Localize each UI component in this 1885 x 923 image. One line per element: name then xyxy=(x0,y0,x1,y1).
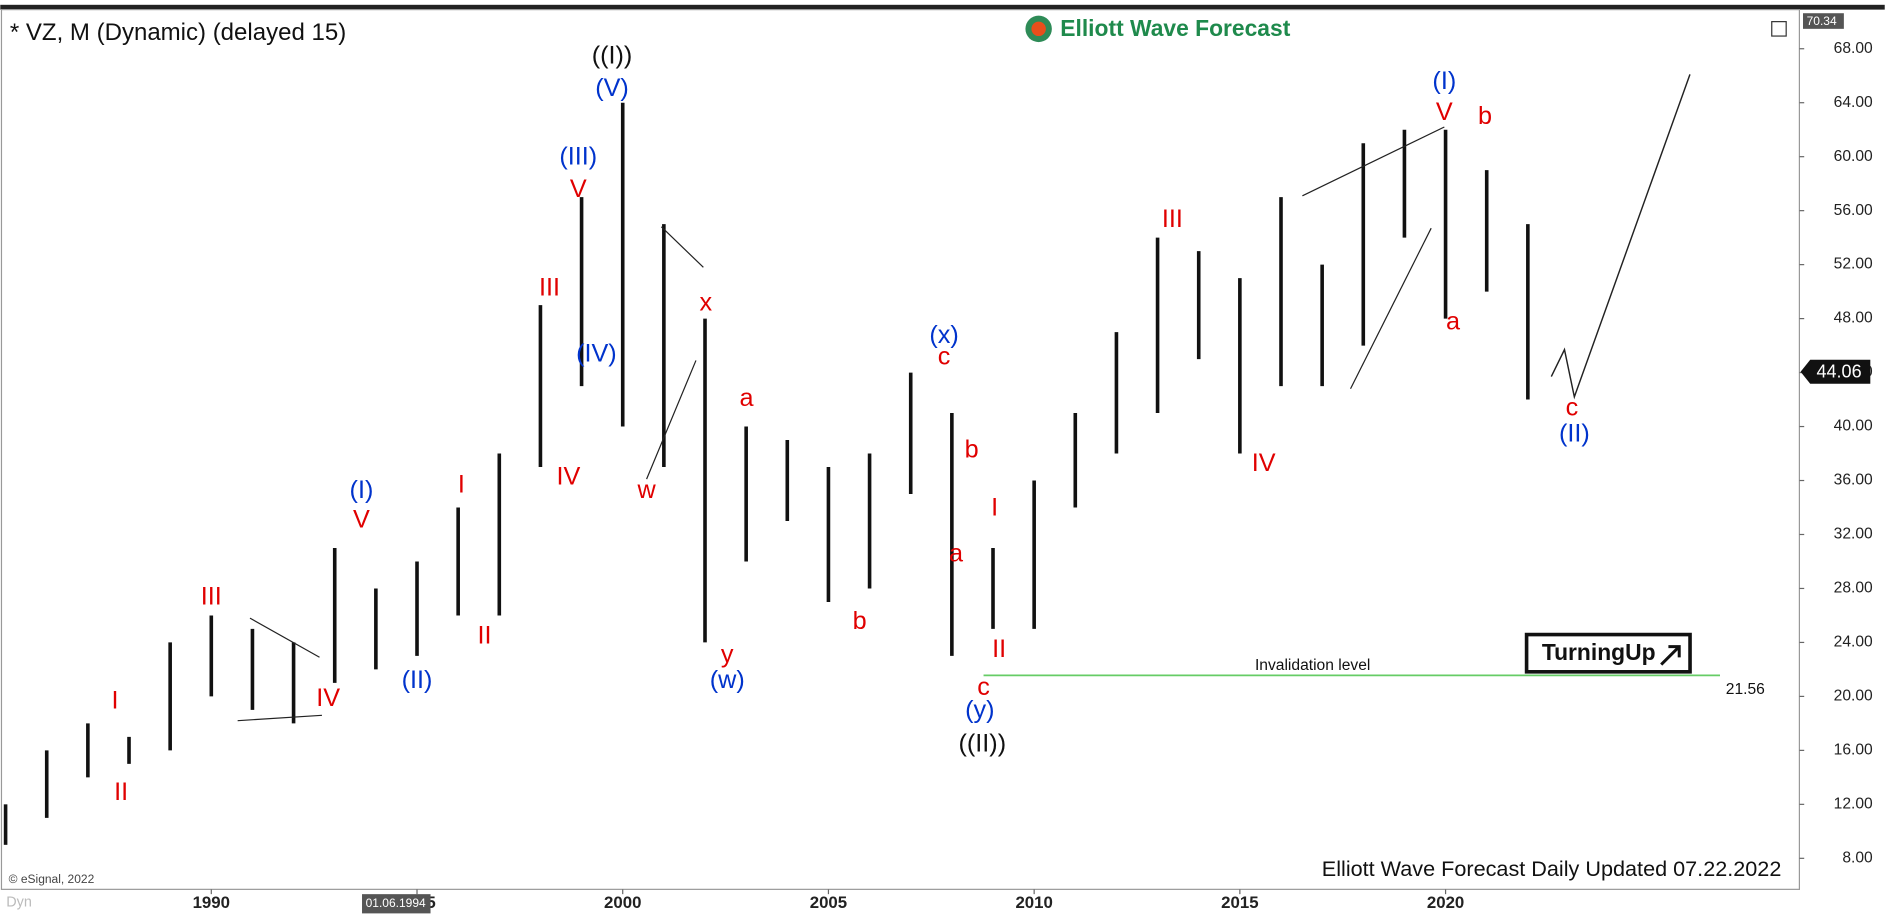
wave-label: IV xyxy=(1252,449,1276,477)
wave-label: (I) xyxy=(1432,67,1456,95)
invalidation-label: Invalidation level xyxy=(1255,657,1370,674)
wave-label: (II) xyxy=(1559,419,1590,447)
wave-label: c xyxy=(1566,394,1579,422)
wave-label: (x) xyxy=(929,321,958,349)
y-tick-label: 12.00 xyxy=(1834,795,1873,812)
y-tick-label: 28.00 xyxy=(1834,580,1873,597)
y-tick-label: 16.00 xyxy=(1834,741,1873,758)
wave-label: w xyxy=(636,476,656,504)
wave-label: c xyxy=(938,342,951,370)
wave-label: V xyxy=(570,175,587,203)
wave-label: b xyxy=(965,436,979,464)
y-tick-label: 32.00 xyxy=(1834,526,1873,543)
invalidation-value: 21.56 xyxy=(1726,681,1765,698)
wave-label: b xyxy=(853,607,867,635)
wave-label: II xyxy=(114,778,128,806)
wave-label: I xyxy=(991,494,998,522)
badge-text: TurningUp xyxy=(1542,639,1656,665)
wave-label: II xyxy=(992,635,1006,663)
wave-label: x xyxy=(700,288,713,316)
top-border xyxy=(0,4,1885,10)
wave-label: (IV) xyxy=(576,340,617,368)
wave-label: I xyxy=(458,471,465,499)
wave-label: (I) xyxy=(350,476,374,504)
wave-label: V xyxy=(1436,98,1453,126)
wave-label: y xyxy=(721,641,734,669)
wave-label: ((I)) xyxy=(592,42,633,70)
x-tick-label: 2000 xyxy=(604,893,641,912)
trendline xyxy=(1349,227,1432,390)
trendline xyxy=(249,617,320,658)
cursor-date: 01.06.1994 xyxy=(362,894,431,914)
wave-label: IV xyxy=(316,684,340,712)
y-tick-label: 36.00 xyxy=(1834,472,1873,489)
y-tick-label: 68.00 xyxy=(1834,40,1873,57)
y-tick-label: 24.00 xyxy=(1834,634,1873,651)
top-value-box xyxy=(1803,13,1844,29)
wave-label: III xyxy=(201,583,222,611)
last-price: 44.06 xyxy=(1800,359,1871,384)
y-tick-label: 52.00 xyxy=(1834,256,1873,273)
x-tick-label: 2005 xyxy=(810,893,847,912)
brand-logo: Elliott Wave Forecast xyxy=(1025,15,1291,43)
wave-label: ((II)) xyxy=(959,730,1007,758)
chart-title: * VZ, M (Dynamic) (delayed 15) xyxy=(10,19,346,46)
badge-box xyxy=(1524,632,1692,674)
y-tick-label: 56.00 xyxy=(1834,202,1873,219)
trendline xyxy=(646,360,697,480)
window-button[interactable] xyxy=(1771,21,1787,37)
x-tick-label: 2020 xyxy=(1427,893,1464,912)
trendline xyxy=(237,714,323,722)
wave-label: IV xyxy=(557,462,581,490)
x-tick-label: 1990 xyxy=(193,893,230,912)
wave-label: (y) xyxy=(965,696,994,724)
x-tick-label: 2010 xyxy=(1015,893,1052,912)
wave-label: a xyxy=(1446,307,1461,335)
wave-label: III xyxy=(539,274,560,302)
wave-label: a xyxy=(949,539,964,567)
y-tick-label: 40.00 xyxy=(1834,418,1873,435)
wave-label: (V) xyxy=(595,74,629,102)
wave-label: V xyxy=(353,506,370,534)
brand-name: Elliott Wave Forecast xyxy=(1060,15,1290,41)
plot-frame xyxy=(0,9,1801,890)
last-price-box xyxy=(1800,359,1871,384)
cursor-date-box xyxy=(362,894,431,914)
wave-label: (II) xyxy=(402,666,433,694)
y-tick-label: 20.00 xyxy=(1834,688,1873,705)
wave-label: c xyxy=(977,673,990,701)
y-tick-label: 64.00 xyxy=(1834,94,1873,111)
x-tick-label: 2015 xyxy=(1221,893,1258,912)
wave-label: I xyxy=(112,686,119,714)
corner-label: Dyn xyxy=(6,894,32,910)
y-tick-label: 60.00 xyxy=(1834,148,1873,165)
y-tick-label: 8.00 xyxy=(1842,849,1873,866)
footer-note: Elliott Wave Forecast Daily Updated 07.2… xyxy=(1322,856,1782,881)
badge-arrow xyxy=(1660,645,1681,666)
plot-area: 8.00 12.00 16.00 20.00 24.00 28.00 32.00 36.00 4… xyxy=(3,40,1873,912)
trendline xyxy=(660,226,704,268)
wave-label: a xyxy=(740,384,755,412)
wave-label: III xyxy=(1162,205,1183,233)
top-value: 70.34 xyxy=(1807,14,1837,28)
trendline xyxy=(1302,126,1445,197)
wave-label: II xyxy=(477,622,491,650)
wave-label: (III) xyxy=(559,143,597,171)
logo-icon-inner xyxy=(1031,21,1046,37)
cursor-date-text: 01.06.1994 xyxy=(366,896,426,910)
wave-label: b xyxy=(1478,102,1492,130)
last-price-value: 44.06 xyxy=(1817,362,1862,382)
y-tick-label: 48.00 xyxy=(1834,310,1873,327)
wave-label: (w) xyxy=(710,666,745,694)
projection-path xyxy=(1550,74,1691,400)
badge: TurningUp xyxy=(1524,632,1692,674)
copyright: © eSignal, 2022 xyxy=(9,872,95,886)
